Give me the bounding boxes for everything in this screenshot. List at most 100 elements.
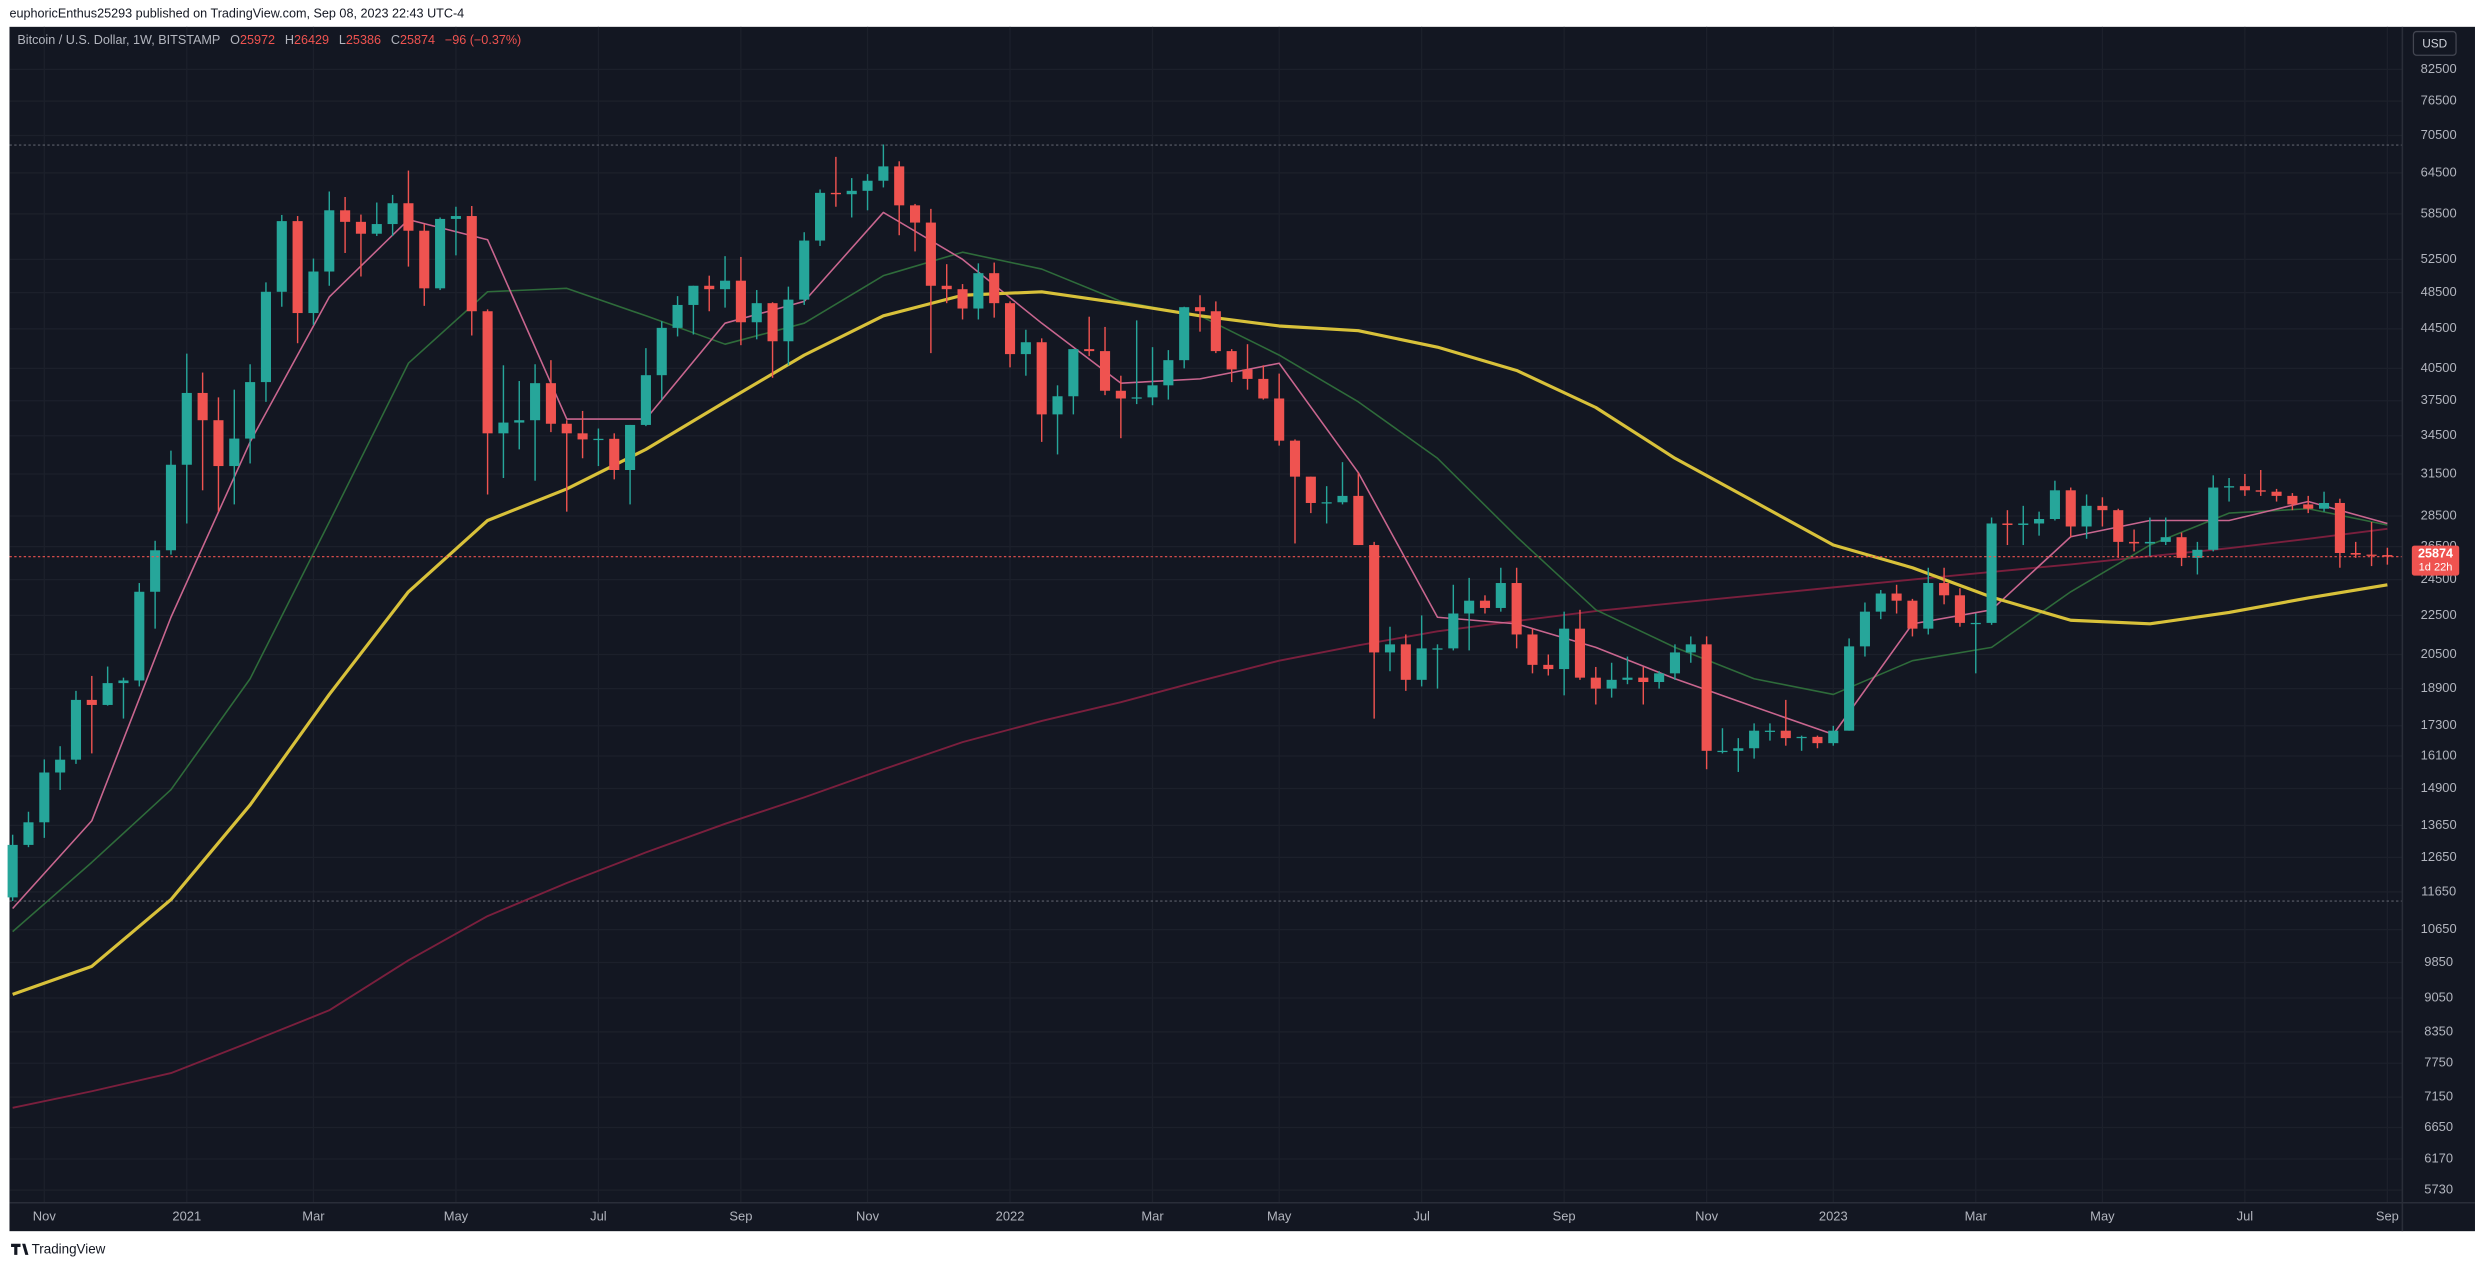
tradingview-logo[interactable]: TradingView xyxy=(11,1242,106,1257)
c-letter: C xyxy=(391,33,400,47)
candle-body xyxy=(435,218,446,289)
candle-body xyxy=(419,230,430,289)
change: −96 (−0.37%) xyxy=(445,33,521,47)
countdown-label: 1d 22h xyxy=(2419,562,2453,574)
candle-body xyxy=(150,550,161,592)
last-price-label: 25874 xyxy=(2418,547,2453,561)
candle-body xyxy=(2097,505,2108,511)
candle-body xyxy=(815,192,826,241)
y-tick-label: 82500 xyxy=(2421,61,2457,76)
x-tick-label: May xyxy=(444,1208,469,1223)
candle-body xyxy=(941,285,952,290)
x-tick-label: Jul xyxy=(590,1208,607,1223)
candle-body xyxy=(2192,549,2203,558)
candle-body xyxy=(1511,583,1522,635)
x-tick-label: Mar xyxy=(302,1208,325,1223)
y-tick-label: 12650 xyxy=(2421,849,2457,864)
candle-body xyxy=(1717,750,1728,753)
candle-body xyxy=(450,216,461,219)
candle-body xyxy=(7,844,18,898)
candle-body xyxy=(1923,583,1934,629)
candle-body xyxy=(1179,307,1190,361)
candle-body xyxy=(1068,349,1079,397)
candle-body xyxy=(1828,730,1839,744)
y-tick-label: 8350 xyxy=(2424,1023,2453,1038)
candle-body xyxy=(1289,440,1301,477)
x-tick-label: Mar xyxy=(1141,1208,1164,1223)
candle-body xyxy=(2255,490,2266,492)
candle-body xyxy=(1986,523,1997,623)
y-tick-label: 34500 xyxy=(2421,427,2457,442)
y-tick-label: 37500 xyxy=(2421,392,2457,407)
candle-body xyxy=(2065,490,2076,527)
legend-header: Bitcoin / U.S. Dollar, 1W, BITSTAMP O259… xyxy=(17,33,521,47)
candle-body xyxy=(1749,730,1760,749)
candle-body xyxy=(2176,537,2187,558)
candle-body xyxy=(1939,583,1950,596)
candle-body xyxy=(846,190,857,195)
candle-body xyxy=(1859,611,1870,647)
x-tick-label: Sep xyxy=(1553,1208,1576,1223)
candle-body xyxy=(1685,644,1696,653)
candle-body xyxy=(1036,342,1047,415)
candle-body xyxy=(1701,644,1712,751)
candle-body xyxy=(1274,398,1285,441)
c-value: 25874 xyxy=(400,33,435,47)
logo-icon xyxy=(11,1243,29,1255)
symbol: Bitcoin / U.S. Dollar, 1W, BITSTAMP xyxy=(17,33,220,47)
candle-body xyxy=(86,699,97,705)
candle-body xyxy=(340,210,351,222)
candle-body xyxy=(229,438,240,467)
candle-body xyxy=(1416,648,1427,680)
y-tick-label: 76500 xyxy=(2421,93,2457,108)
candle-body xyxy=(213,420,224,467)
candle-body xyxy=(2002,523,2013,525)
y-tick-label: 14900 xyxy=(2421,780,2457,795)
candle-body xyxy=(862,180,873,191)
candle-body xyxy=(1907,600,1918,629)
currency-button[interactable] xyxy=(2412,30,2457,56)
candle-body xyxy=(1258,378,1269,399)
candle-body xyxy=(308,271,319,314)
candle-body xyxy=(783,299,794,342)
candle-body xyxy=(1574,628,1586,678)
candle-body xyxy=(989,273,1000,304)
y-tick-label: 7150 xyxy=(2424,1088,2453,1103)
y-tick-label: 40500 xyxy=(2421,360,2457,375)
candle-body xyxy=(1131,397,1142,399)
candle-body xyxy=(925,222,936,286)
candle-body xyxy=(1891,593,1902,601)
x-tick-label: Nov xyxy=(33,1208,57,1223)
candle-body xyxy=(2018,523,2029,525)
candle-body xyxy=(1369,545,1380,653)
y-tick-label: 31500 xyxy=(2421,465,2457,480)
candle-body xyxy=(1147,385,1158,398)
candle-body xyxy=(1115,390,1126,399)
x-tick-label: Nov xyxy=(856,1208,880,1223)
y-tick-label: 58500 xyxy=(2421,205,2457,220)
candle-body xyxy=(909,205,921,223)
candle-body xyxy=(355,221,366,234)
candle-body xyxy=(1242,369,1253,379)
candle-body xyxy=(1527,634,1538,665)
candle-body xyxy=(1084,349,1095,352)
y-tick-label: 52500 xyxy=(2421,251,2457,266)
x-tick-label: Sep xyxy=(2376,1208,2399,1223)
candle-body xyxy=(545,383,556,424)
y-tick-label: 11650 xyxy=(2421,883,2456,898)
currency-label[interactable]: USD xyxy=(2422,36,2447,50)
candle-body xyxy=(1638,677,1649,683)
y-tick-label: 20500 xyxy=(2421,646,2457,661)
candle-body xyxy=(39,772,50,823)
y-tick-label: 44500 xyxy=(2421,320,2457,335)
candle-body xyxy=(1226,351,1237,370)
candle-body xyxy=(387,203,398,225)
l-value: 25386 xyxy=(346,33,381,47)
candle-body xyxy=(2113,510,2124,542)
candle-body xyxy=(1733,748,1744,751)
candle-body xyxy=(1780,730,1791,739)
x-tick-label: Sep xyxy=(729,1208,752,1223)
candle-body xyxy=(324,210,335,272)
publisher-line: euphoricEnthus25293 published on Trading… xyxy=(9,7,464,21)
